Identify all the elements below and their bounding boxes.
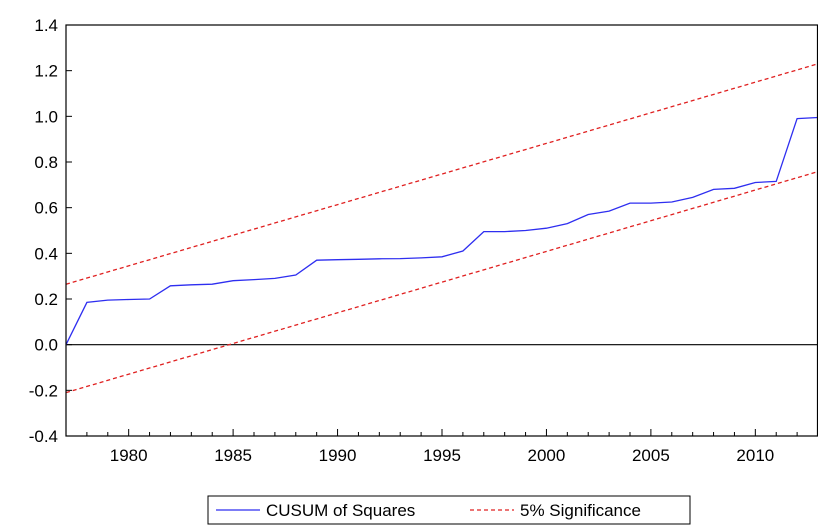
y-tick-label: 1.0 (34, 107, 58, 126)
x-tick-label: 1990 (319, 446, 357, 465)
axis-ticks (65, 24, 818, 437)
y-tick-label: 0.6 (34, 199, 58, 218)
legend-label-significance: 5% Significance (520, 501, 641, 520)
y-tick-label: 0.0 (34, 336, 58, 355)
y-tick-label: -0.4 (29, 427, 58, 446)
x-tick-label: 1980 (110, 446, 148, 465)
y-tick-label: 0.8 (34, 153, 58, 172)
y-tick-label: -0.2 (29, 381, 58, 400)
x-axis-tick-labels: 1980 1985 1990 1995 2000 2005 2010 (110, 446, 774, 465)
x-tick-label: 2000 (528, 446, 566, 465)
legend: CUSUM of Squares 5% Significance (207, 495, 691, 525)
x-tick-label: 2005 (632, 446, 670, 465)
y-axis-tick-labels: 1.4 1.2 1.0 0.8 0.6 0.4 0.2 0.0 -0.2 -0.4 (29, 16, 58, 446)
y-tick-label: 0.2 (34, 290, 58, 309)
legend-box (207, 495, 691, 525)
y-tick-label: 0.4 (34, 244, 58, 263)
x-tick-label: 1985 (214, 446, 252, 465)
y-tick-label: 1.2 (34, 62, 58, 81)
plot-frame (65, 24, 818, 437)
x-tick-label: 2010 (736, 446, 774, 465)
significance-line-2 (65, 170, 818, 394)
x-tick-label: 1995 (423, 446, 461, 465)
significance-line-1 (65, 63, 818, 285)
legend-label-cusum: CUSUM of Squares (266, 501, 415, 520)
y-tick-label: 1.4 (34, 16, 58, 35)
series-layer (65, 63, 818, 394)
cusum-line (65, 116, 818, 345)
